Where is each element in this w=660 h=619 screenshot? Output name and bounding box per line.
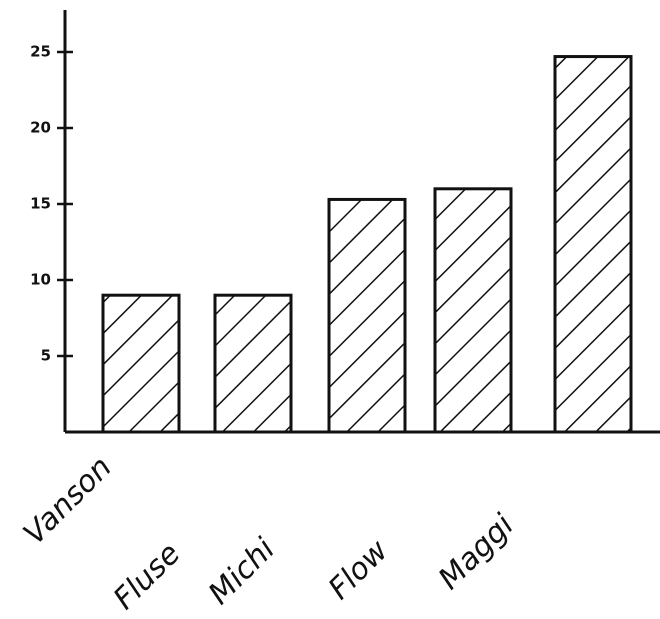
- x-tick-label: Michi: [202, 531, 282, 611]
- bar: [327, 197, 407, 434]
- x-tick-label: Flow: [322, 533, 396, 607]
- x-tick-label: Maggi: [432, 507, 521, 596]
- bar: [433, 187, 513, 434]
- x-tick-label: Vanson: [17, 450, 119, 552]
- y-tick-label: 10: [30, 271, 51, 289]
- y-tick-label: 15: [30, 195, 51, 213]
- y-tick-label: 20: [30, 119, 51, 137]
- bar: [213, 293, 293, 434]
- y-tick-label: 5: [41, 347, 51, 365]
- y-tick-label: 25: [30, 43, 51, 61]
- bar: [101, 293, 181, 434]
- bar: [553, 55, 633, 434]
- x-tick-label: Fluse: [107, 536, 187, 616]
